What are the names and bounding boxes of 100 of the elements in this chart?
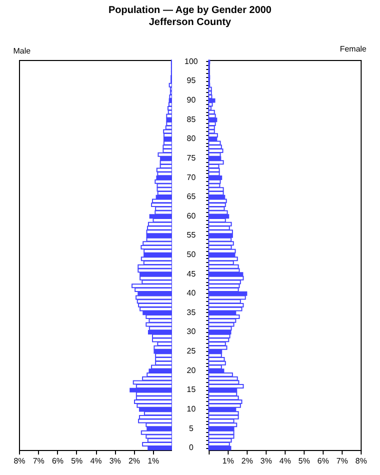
bar: [208, 414, 239, 420]
chart-subtitle: Jefferson County: [148, 17, 232, 29]
bar: [208, 176, 222, 180]
bar: [208, 338, 230, 342]
bar: [208, 342, 226, 346]
bar: [208, 345, 228, 350]
bar: [208, 353, 222, 358]
bar: [208, 248, 236, 254]
bar: [208, 422, 238, 428]
y-tick-label: 35: [186, 308, 196, 317]
bar: [208, 364, 222, 370]
bar: [208, 245, 232, 250]
bar: [208, 179, 221, 184]
y-tick-label: 85: [186, 114, 196, 124]
bar: [208, 241, 234, 246]
bar: [208, 318, 236, 323]
y-tick-label: 70: [186, 172, 196, 182]
y-tick-label: 75: [186, 153, 196, 162]
bar: [208, 98, 216, 103]
bar: [208, 118, 218, 122]
bar: [130, 388, 172, 392]
y-tick-label: 5: [188, 424, 194, 433]
bar: [208, 133, 218, 138]
bar: [208, 295, 246, 300]
text: Male: [13, 46, 32, 56]
bar: [208, 411, 239, 416]
bar: [208, 94, 212, 99]
bar: [208, 156, 222, 161]
y-tick-label: 55: [186, 230, 196, 240]
x-tick-label: 3%: [260, 456, 272, 466]
bar: [208, 144, 222, 150]
y-tick-label: 0: [188, 443, 194, 452]
bar: [208, 399, 242, 404]
bar: [208, 187, 224, 192]
bar: [208, 230, 233, 234]
y-tick-label: 90: [186, 96, 196, 105]
bar: [208, 121, 216, 126]
bar: [208, 148, 224, 153]
bar: [208, 268, 240, 273]
bar: [208, 276, 244, 280]
y-tick-label: 80: [186, 134, 196, 144]
y-tick-label: 100: [184, 56, 198, 66]
bar: [208, 446, 232, 450]
bar: [208, 160, 224, 165]
bar: [148, 330, 172, 334]
y-tick-label: 20: [186, 366, 196, 375]
bar: [208, 86, 212, 92]
bar: [208, 272, 244, 277]
y-tick-label: 45: [186, 269, 196, 278]
y-tick-label: 40: [186, 288, 196, 298]
x-tick-label: 4%: [279, 456, 291, 466]
bar: [208, 302, 244, 308]
bar: [208, 330, 232, 334]
bar: [208, 233, 233, 238]
y-tick-label: 15: [186, 385, 196, 394]
bar: [208, 198, 227, 204]
x-tick-label: 4%: [90, 456, 102, 466]
x-tick-label: 8%: [14, 456, 26, 466]
x-tick-label: 2%: [128, 456, 140, 466]
chart-title: Population — Age by Gender 2000: [108, 5, 272, 17]
bar: [208, 90, 212, 96]
bar: [208, 172, 220, 176]
text: Female: [340, 44, 368, 54]
y-tick-label: 50: [186, 250, 196, 259]
y-tick-label: 95: [186, 76, 196, 86]
bar: [208, 256, 238, 262]
x-tick-label: 7%: [336, 456, 348, 466]
bar: [208, 202, 226, 208]
x-tick-label: 1%: [148, 456, 160, 466]
bar: [208, 442, 230, 446]
x-tick-label: 8%: [355, 456, 367, 466]
bar: [208, 129, 215, 134]
x-tick-label: 5%: [298, 456, 310, 466]
bar: [208, 326, 232, 331]
bar: [208, 136, 218, 142]
bar: [208, 396, 239, 400]
y-tick-label: 10: [186, 404, 196, 414]
x-tick-label: 7%: [32, 456, 44, 466]
bar: [138, 407, 172, 412]
x-tick-label: 6%: [52, 456, 64, 466]
bar: [208, 426, 234, 431]
bar: [208, 434, 234, 439]
y-tick-label: 30: [186, 327, 196, 336]
bar: [208, 314, 240, 320]
bar: [208, 384, 244, 389]
x-tick-label: 1%: [222, 456, 234, 466]
bar: [208, 206, 225, 211]
x-tick-label: 5%: [71, 456, 83, 466]
bar: [208, 357, 225, 362]
x-tick-label: 6%: [317, 456, 329, 466]
bar: [208, 190, 224, 196]
bar: [142, 310, 172, 316]
x-tick-label: 2%: [241, 456, 253, 466]
y-tick-label: 25: [186, 346, 196, 356]
x-tick-label: 3%: [109, 456, 121, 466]
y-tick-label: 60: [186, 211, 196, 220]
bar: [208, 438, 232, 443]
bar: [208, 284, 240, 288]
bar: [208, 226, 230, 230]
bar: [208, 106, 212, 111]
